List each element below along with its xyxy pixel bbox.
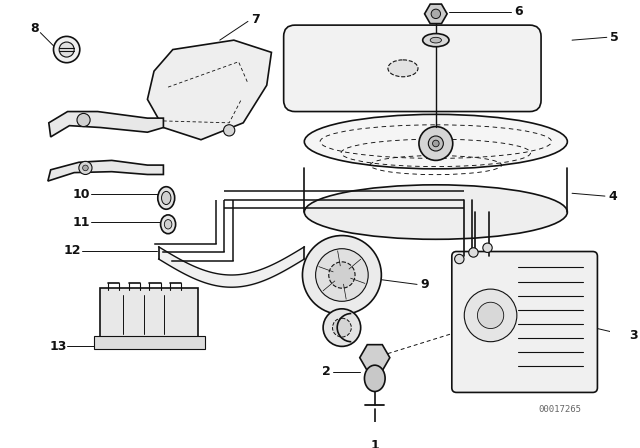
Circle shape (54, 36, 80, 63)
Circle shape (79, 161, 92, 174)
Text: 13: 13 (49, 340, 67, 353)
FancyBboxPatch shape (100, 288, 198, 341)
Text: 2: 2 (323, 365, 332, 378)
Text: 6: 6 (514, 5, 523, 18)
Circle shape (431, 9, 440, 18)
Ellipse shape (158, 187, 175, 209)
Circle shape (464, 289, 517, 342)
Ellipse shape (430, 37, 442, 43)
Circle shape (83, 165, 88, 171)
Circle shape (77, 113, 90, 127)
Ellipse shape (388, 60, 418, 77)
Text: 7: 7 (251, 13, 260, 26)
FancyBboxPatch shape (94, 336, 205, 349)
Circle shape (428, 136, 444, 151)
Circle shape (419, 127, 452, 160)
Circle shape (483, 243, 492, 253)
Circle shape (468, 248, 478, 257)
Polygon shape (49, 112, 163, 137)
Circle shape (333, 318, 351, 337)
Circle shape (316, 249, 368, 302)
FancyBboxPatch shape (284, 25, 541, 112)
Circle shape (433, 140, 439, 147)
Text: 1: 1 (371, 439, 379, 448)
Text: 9: 9 (420, 278, 429, 291)
Polygon shape (48, 160, 163, 181)
Text: 4: 4 (608, 190, 617, 202)
Text: 3: 3 (629, 329, 637, 342)
Text: 5: 5 (610, 31, 619, 44)
Text: 8: 8 (30, 22, 39, 35)
Polygon shape (147, 40, 271, 140)
Circle shape (323, 309, 361, 346)
Circle shape (81, 117, 86, 123)
Text: 00017265: 00017265 (538, 405, 582, 414)
Text: 11: 11 (73, 216, 90, 229)
Circle shape (477, 302, 504, 328)
Circle shape (303, 236, 381, 314)
Ellipse shape (305, 185, 567, 239)
FancyBboxPatch shape (452, 251, 597, 392)
Ellipse shape (161, 215, 175, 234)
Circle shape (329, 262, 355, 288)
Ellipse shape (305, 113, 567, 170)
Circle shape (59, 42, 74, 57)
Text: 10: 10 (73, 188, 90, 201)
Ellipse shape (164, 220, 172, 229)
Circle shape (223, 125, 235, 136)
Circle shape (454, 254, 464, 264)
Ellipse shape (305, 114, 567, 169)
Text: 12: 12 (63, 244, 81, 257)
Ellipse shape (422, 34, 449, 47)
Ellipse shape (364, 365, 385, 392)
Ellipse shape (161, 191, 171, 205)
